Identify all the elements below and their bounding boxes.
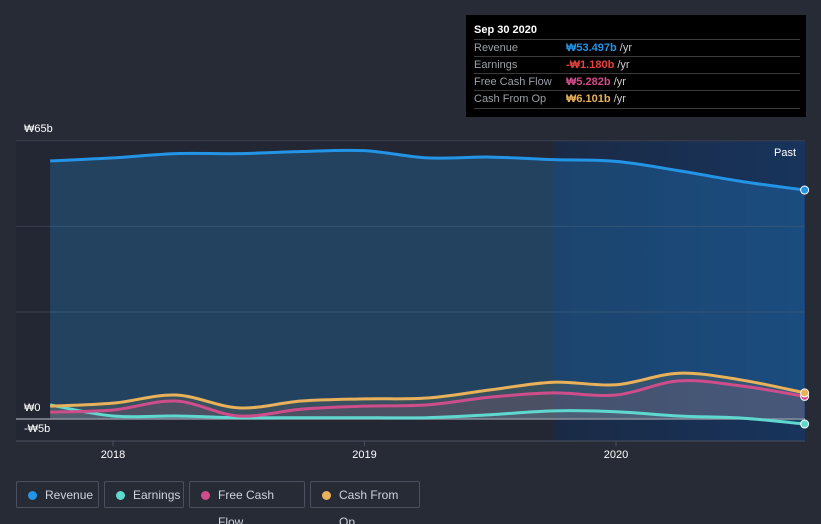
tooltip-row-fcf: Free Cash Flow ₩5.282b /yr [474, 73, 800, 91]
tooltip-unit: /yr [616, 42, 633, 54]
free-cash-flow-area [50, 380, 805, 419]
cash-from-op-area [50, 373, 805, 419]
x-tick-label: 2019 [352, 449, 376, 461]
legend-label: Revenue [45, 488, 94, 502]
legend-revenue[interactable]: Revenue [16, 481, 99, 508]
legend-dot-icon [116, 491, 125, 500]
tooltip: Sep 30 2020 Revenue ₩53.497b /yr Earning… [466, 15, 806, 117]
legend-earnings[interactable]: Earnings [104, 481, 184, 508]
y-label-zero: ₩0 [24, 402, 41, 414]
cash-from-op-line [50, 371, 805, 410]
past-label: Past [774, 147, 797, 159]
tooltip-label: Free Cash Flow [474, 76, 552, 88]
revenue-end-point [800, 185, 810, 195]
legend-free-cash-flow[interactable]: Free Cash Flow [189, 481, 305, 524]
legend-label: Cash From Op [339, 488, 399, 524]
legend-dot-icon [28, 491, 37, 500]
tooltip-unit: /yr [610, 76, 626, 88]
tooltip-label: Revenue [474, 42, 519, 54]
tooltip-unit: /yr [610, 93, 626, 105]
legend-label: Free Cash Flow [218, 488, 275, 524]
x-tick-label: 2018 [101, 449, 125, 461]
revenue-line [50, 148, 805, 192]
tooltip-value: ₩6.101b [566, 93, 611, 105]
tooltip-label: Earnings [474, 59, 518, 71]
earnings-line [49, 403, 805, 426]
tooltip-value: ₩5.282b [566, 76, 611, 88]
tooltip-row-earnings: Earnings -₩1.180b /yr [474, 56, 800, 74]
cash-from-op-end-point [800, 388, 810, 398]
free-cash-flow-line [50, 379, 805, 418]
tooltip-unit: /yr [614, 59, 630, 71]
revenue-area [50, 150, 805, 419]
legend-dot-icon [201, 491, 210, 500]
past-region [553, 141, 805, 441]
earnings-end-point [800, 419, 810, 429]
legend-cash-from-op[interactable]: Cash From Op [310, 481, 420, 524]
legend-dot-icon [322, 491, 331, 500]
legend-label: Earnings [133, 488, 181, 502]
tooltip-row-revenue: Revenue ₩53.497b /yr [474, 39, 800, 57]
y-label-min: -₩5b [24, 423, 51, 435]
tooltip-row-cfo: Cash From Op ₩6.101b /yr [474, 90, 800, 109]
tooltip-value: ₩53.497b [566, 42, 617, 54]
tooltip-value: -₩1.180b [566, 59, 615, 71]
y-label-max: ₩65b [24, 123, 53, 135]
x-tick-label: 2020 [604, 449, 628, 461]
tooltip-label: Cash From Op [474, 93, 547, 105]
tooltip-date: Sep 30 2020 [474, 24, 537, 36]
